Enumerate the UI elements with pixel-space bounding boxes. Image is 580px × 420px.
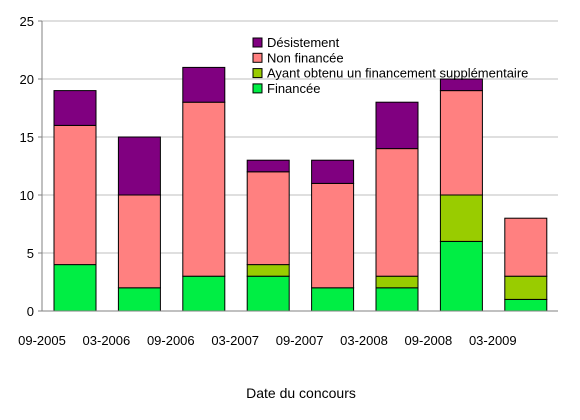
x-tick-label: 03-2008 — [340, 333, 388, 348]
y-tick-label: 20 — [20, 72, 34, 87]
x-tick-label: 09-2007 — [276, 333, 324, 348]
bar-segment — [375, 275, 419, 289]
bar-segment — [311, 159, 355, 184]
bar-segment — [375, 148, 419, 277]
legend-swatch — [252, 68, 263, 79]
bar-segment — [375, 101, 419, 150]
bar-segment — [504, 275, 548, 300]
x-tick-label: 03-2009 — [469, 333, 517, 348]
bar-segment — [117, 287, 161, 312]
bar-segment — [182, 66, 226, 103]
y-tick-label: 15 — [20, 130, 34, 145]
axes — [38, 20, 558, 312]
x-tick-labels: 09-2005 03-2006 09-2006 03-2007 09-2007 03-20… — [18, 333, 517, 348]
bar-segment — [311, 182, 355, 289]
y-tick-label: 0 — [27, 304, 34, 319]
y-tick-label: 5 — [27, 246, 34, 261]
bar-segment — [246, 159, 290, 173]
bar-segment — [53, 264, 97, 312]
bar-segment — [439, 194, 483, 242]
x-axis-title: Date du concours — [246, 385, 356, 401]
y-tick-labels: 0 5 10 15 20 25 — [20, 14, 34, 319]
bar-segment — [504, 217, 548, 277]
bar-segment — [311, 287, 355, 312]
bar-segment — [439, 90, 483, 196]
bars — [53, 66, 548, 312]
bar-segment — [246, 171, 290, 266]
bar-segment — [182, 101, 226, 277]
legend-label: Non financée — [267, 50, 344, 65]
x-tick-label: 09-2006 — [147, 333, 195, 348]
bar-segment — [53, 90, 97, 126]
bar-segment — [439, 78, 483, 92]
x-tick-label: 09-2005 — [18, 333, 66, 348]
legend-swatch — [252, 83, 263, 94]
bar-segment — [117, 194, 161, 289]
bar-segment — [439, 240, 483, 312]
legend-label: Désistement — [267, 35, 340, 50]
bar-segment — [246, 275, 290, 312]
x-tick-label: 03-2006 — [83, 333, 131, 348]
x-tick-label: 03-2007 — [211, 333, 259, 348]
bar-segment — [246, 264, 290, 277]
legend-label: Ayant obtenu un financement supplémentai… — [267, 66, 528, 81]
y-tick-label: 10 — [20, 188, 34, 203]
bar-segment — [182, 275, 226, 312]
x-tick-label: 09-2008 — [405, 333, 453, 348]
bar-segment — [117, 136, 161, 196]
legend-swatch — [252, 52, 263, 63]
y-tick-label: 25 — [20, 14, 34, 29]
bar-segment — [375, 287, 419, 312]
legend-label: Financée — [267, 81, 320, 96]
bar-segment — [504, 298, 548, 312]
bar-segment — [53, 124, 97, 266]
legend-swatch — [252, 37, 263, 48]
